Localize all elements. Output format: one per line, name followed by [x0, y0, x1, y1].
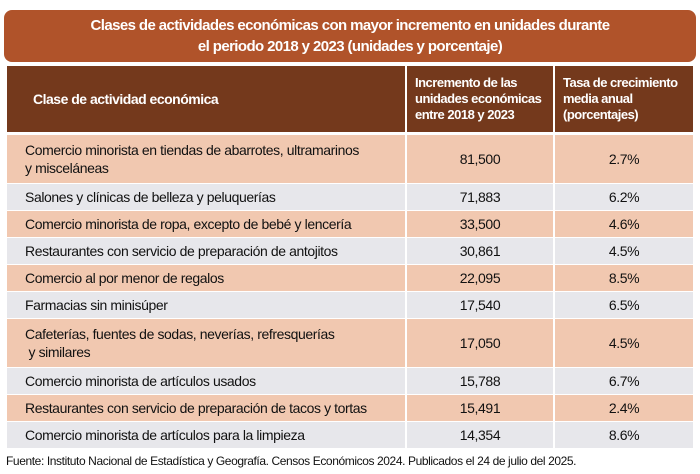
cell-incremento: 33,500 [406, 210, 555, 238]
header-line: Tasa de crecimiento [563, 75, 678, 90]
table-row: Restaurantes con servicio de preparación… [7, 394, 693, 422]
table-title: Clases de actividades económicas con may… [4, 10, 696, 62]
cell-incremento: 15,788 [406, 367, 555, 395]
header-incremento: Incremento de las unidades económicas entr… [406, 66, 555, 135]
cell-clase: Restaurantes con servicio de preparación… [7, 237, 407, 265]
source-note: Fuente: Instituto Nacional de Estadístic… [6, 454, 577, 468]
clase-line: Comercio minorista de ropa, excepto de b… [25, 216, 352, 232]
cell-tasa: 4.6% [554, 210, 693, 238]
table-row: Comercio minorista de artículos para la … [7, 421, 693, 449]
table-row: Cafeterías, fuentes de sodas, neverías, … [7, 318, 693, 368]
clase-line: y misceláneas [25, 160, 109, 176]
cell-clase: Comercio minorista en tiendas de abarrot… [7, 133, 407, 184]
cell-tasa: 4.5% [554, 237, 693, 265]
cell-incremento: 22,095 [406, 264, 555, 292]
table-row: Farmacias sin minisúper 17,540 6.5% [7, 291, 693, 319]
clase-line: Farmacias sin minisúper [25, 297, 168, 313]
header-row: Clase de actividad económica Incremento d… [7, 66, 693, 135]
table-row: Comercio minorista de artículos usados 15… [7, 367, 693, 395]
table-row: Comercio minorista de ropa, excepto de b… [7, 210, 693, 238]
header-line: unidades económicas [415, 91, 542, 106]
cell-clase: Comercio al por menor de regalos [7, 264, 407, 292]
cell-tasa: 6.7% [554, 367, 693, 395]
cell-clase: Comercio minorista de ropa, excepto de b… [7, 210, 407, 238]
cell-incremento: 17,050 [406, 318, 555, 368]
cell-incremento: 81,500 [406, 133, 555, 184]
header-tasa: Tasa de crecimiento media anual (porcentaj… [554, 66, 693, 135]
cell-clase: Farmacias sin minisúper [7, 291, 407, 319]
cell-tasa: 4.5% [554, 318, 693, 368]
cell-tasa: 8.5% [554, 264, 693, 292]
cell-clase: Comercio minorista de artículos para la … [7, 421, 407, 449]
cell-incremento: 15,491 [406, 394, 555, 422]
cell-incremento: 30,861 [406, 237, 555, 265]
table-row: Salones y clínicas de belleza y peluquer… [7, 183, 693, 211]
header-line: (porcentajes) [563, 107, 639, 122]
clase-line: Comercio al por menor de regalos [25, 270, 224, 286]
header-clase: Clase de actividad económica [7, 66, 407, 135]
cell-incremento: 14,354 [406, 421, 555, 449]
cell-incremento: 71,883 [406, 183, 555, 211]
cell-tasa: 6.5% [554, 291, 693, 319]
header-line: entre 2018 y 2023 [415, 107, 515, 122]
clase-line: Salones y clínicas de belleza y peluquer… [25, 189, 276, 205]
clase-line: Comercio minorista de artículos usados [25, 373, 256, 389]
table-row: Comercio al por menor de regalos 22,095 8.… [7, 264, 693, 292]
cell-clase: Restaurantes con servicio de preparación… [7, 394, 407, 422]
clase-line: Comercio minorista de artículos para la … [25, 427, 305, 443]
cell-tasa: 2.4% [554, 394, 693, 422]
header-line: Incremento de las [415, 75, 518, 90]
header-line: Clase de actividad económica [33, 91, 219, 107]
cell-incremento: 17,540 [406, 291, 555, 319]
data-table: Clase de actividad económica Incremento d… [7, 66, 693, 449]
clase-line: y similares [25, 344, 91, 360]
cell-clase: Comercio minorista de artículos usados [7, 367, 407, 395]
clase-line: Cafeterías, fuentes de sodas, neverías, … [25, 326, 335, 342]
table-row: Restaurantes con servicio de preparación… [7, 237, 693, 265]
cell-clase: Salones y clínicas de belleza y peluquer… [7, 183, 407, 211]
clase-line: Restaurantes con servicio de preparación… [25, 400, 367, 416]
table-row: Comercio minorista en tiendas de abarrot… [7, 133, 693, 184]
header-line: media anual [563, 91, 633, 106]
title-line-2: el periodo 2018 y 2023 (unidades y porce… [197, 38, 503, 55]
clase-line: Comercio minorista en tiendas de abarrot… [25, 142, 359, 158]
clase-line: Restaurantes con servicio de preparación… [25, 243, 338, 259]
cell-tasa: 8.6% [554, 421, 693, 449]
cell-clase: Cafeterías, fuentes de sodas, neverías, … [7, 318, 407, 368]
cell-tasa: 6.2% [554, 183, 693, 211]
title-line-1: Clases de actividades económicas con may… [90, 17, 611, 34]
cell-tasa: 2.7% [554, 133, 693, 184]
